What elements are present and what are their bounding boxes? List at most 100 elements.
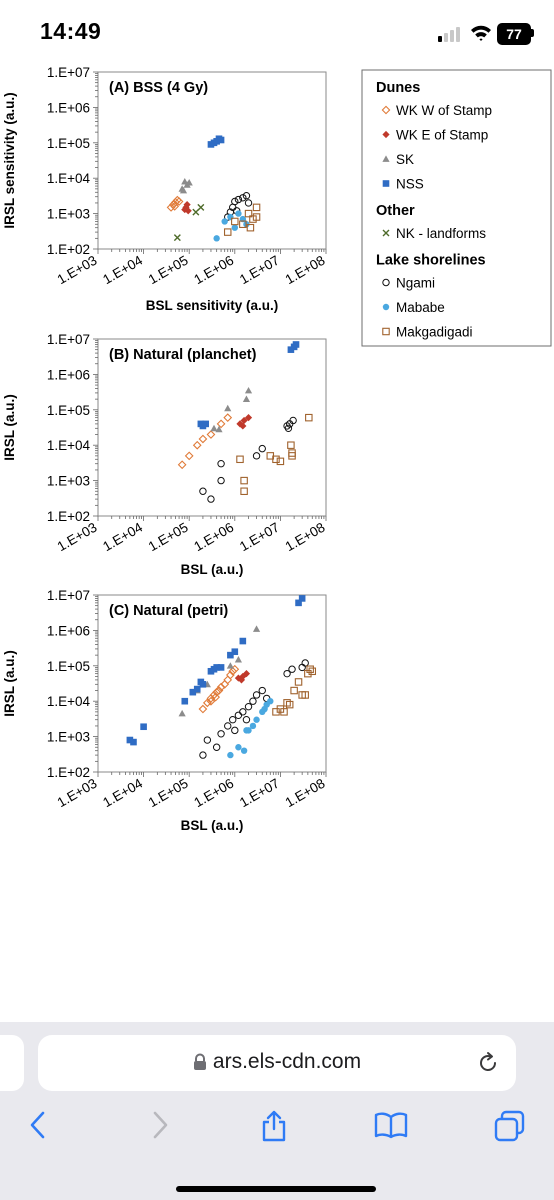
legend-marker: [382, 327, 390, 336]
series-wk-e-of-stamp: [236, 414, 253, 430]
data-point: [226, 670, 235, 680]
data-point: [249, 697, 257, 705]
data-point: [236, 455, 244, 464]
x-tick-label: 1.E+05: [146, 776, 191, 811]
data-point: [221, 218, 228, 225]
data-point: [285, 700, 294, 709]
data-point: [227, 651, 234, 659]
forward-icon[interactable]: [146, 1110, 172, 1140]
y-tick-label: 1.E+03: [47, 207, 90, 222]
y-tick-label: 1.E+07: [47, 588, 90, 603]
chart-title: (B) Natural (planchet): [109, 347, 257, 363]
data-point: [304, 669, 312, 678]
x-tick-label: 1.E+04: [100, 519, 145, 554]
data-point: [244, 702, 253, 711]
data-point: [177, 460, 187, 470]
data-point: [215, 425, 223, 433]
y-tick-label: 1.E+02: [47, 509, 90, 524]
data-point: [229, 716, 237, 724]
series-nk-landforms: [173, 203, 205, 242]
data-point: [237, 676, 246, 684]
back-icon[interactable]: [26, 1110, 52, 1140]
status-bar: 14:49 77: [0, 0, 554, 66]
data-point: [130, 738, 137, 746]
series-nss: [207, 135, 225, 148]
y-axis-label: IRSL sensitivity (a.u.): [2, 92, 17, 228]
previous-tab-preview[interactable]: [0, 1035, 24, 1091]
plot-frame: [97, 71, 327, 250]
wifi-icon: [471, 25, 491, 41]
data-point: [252, 452, 261, 460]
series-nss: [126, 595, 306, 746]
clock: 14:49: [40, 18, 102, 44]
legend-group-title: Lake shorelines: [376, 253, 486, 269]
x-tick-label: 1.E+04: [100, 252, 145, 287]
x-axis-label: BSL (a.u.): [181, 562, 244, 577]
data-point: [246, 223, 255, 232]
data-point: [253, 716, 260, 723]
figure-canvas: 1.E+021.E+031.E+041.E+051.E+061.E+071.E+…: [2, 65, 552, 833]
data-point: [212, 687, 222, 697]
data-point: [223, 413, 233, 423]
data-point: [240, 416, 248, 425]
url-text: ars.els-cdn.com: [212, 1050, 362, 1073]
y-tick-label: 1.E+05: [47, 136, 90, 151]
data-point: [224, 722, 232, 730]
data-point: [298, 663, 306, 672]
data-point: [261, 705, 268, 713]
data-point: [224, 404, 232, 412]
y-tick-label: 1.E+06: [47, 100, 90, 115]
data-point: [214, 686, 224, 695]
data-point: [198, 704, 208, 714]
data-point: [181, 697, 189, 705]
data-point: [207, 495, 215, 503]
data-point: [235, 210, 242, 217]
y-tick-label: 1.E+05: [47, 403, 90, 418]
data-point: [184, 207, 192, 215]
data-point: [287, 441, 295, 449]
series-sk: [178, 178, 193, 194]
data-point: [239, 220, 247, 229]
data-point: [199, 681, 207, 688]
data-point: [140, 723, 147, 731]
x-tick-label: 1.E+06: [191, 520, 236, 555]
data-point: [240, 487, 248, 496]
series-makgadigadi: [272, 665, 317, 716]
data-point: [231, 648, 239, 656]
data-point: [242, 192, 251, 200]
y-tick-label: 1.E+06: [47, 623, 90, 638]
legend-item-label: Makgadigadi: [396, 325, 473, 340]
y-tick-label: 1.E+04: [47, 438, 91, 453]
data-point: [288, 665, 296, 673]
url-display[interactable]: ars.els-cdn.com: [38, 1050, 516, 1074]
reload-icon[interactable]: [476, 1051, 500, 1075]
chart-title: (C) Natural (petri): [109, 603, 228, 619]
data-point: [126, 736, 134, 744]
series-nss: [197, 341, 300, 430]
share-icon[interactable]: [259, 1110, 289, 1142]
x-tick-label: 1.E+07: [237, 253, 282, 288]
x-tick-label: 1.E+05: [146, 253, 191, 288]
series-wk-e-of-stamp: [181, 200, 192, 215]
y-tick-label: 1.E+02: [47, 242, 90, 257]
data-point: [276, 457, 285, 466]
bookmarks-icon[interactable]: [373, 1110, 409, 1140]
data-point: [189, 688, 197, 696]
data-point: [298, 595, 306, 602]
data-point: [306, 665, 314, 673]
data-point: [308, 667, 317, 676]
data-point: [203, 736, 212, 744]
data-point: [244, 209, 253, 218]
data-point: [288, 449, 296, 457]
home-indicator: [176, 1186, 376, 1192]
y-tick-label: 1.E+07: [47, 332, 90, 347]
legend: Dunes WK W of Stamp WK E of Stamp SK NSS Othe…: [361, 69, 552, 347]
address-bar[interactable]: ars.els-cdn.com: [38, 1035, 516, 1091]
series-wk-e-of-stamp: [234, 670, 251, 684]
x-tick-label: 1.E+03: [55, 776, 100, 811]
data-point: [252, 213, 261, 221]
data-point: [267, 698, 274, 705]
data-point: [239, 708, 247, 716]
tabs-icon[interactable]: [494, 1110, 526, 1142]
legend-item-label: NSS: [396, 177, 424, 192]
